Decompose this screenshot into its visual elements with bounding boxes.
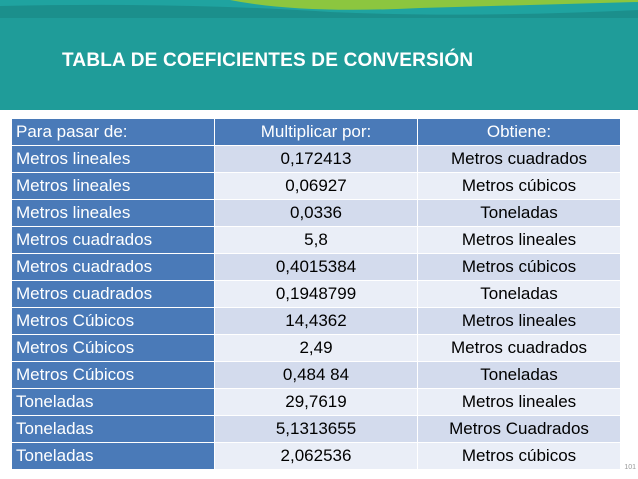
cell-result-unit: Metros cuadrados [417,334,621,362]
cell-multiplier: 0,06927 [214,172,418,200]
cell-result-unit: Toneladas [417,199,621,227]
cell-from-unit: Metros cuadrados [11,280,215,308]
table-row: Toneladas 29,7619 Metros lineales [11,388,621,416]
table-row: Metros Cúbicos 0,484 84 Toneladas [11,361,621,389]
cell-result-unit: Metros lineales [417,307,621,335]
top-decorative-stripe [0,0,638,18]
cell-multiplier: 2,49 [214,334,418,362]
cell-result-unit: Metros cúbicos [417,442,621,470]
cell-result-unit: Metros cúbicos [417,253,621,281]
cell-from-unit: Metros cuadrados [11,226,215,254]
table-row: Toneladas 5,1313655 Metros Cuadrados [11,415,621,443]
cell-from-unit: Metros lineales [11,199,215,227]
cell-result-unit: Metros lineales [417,226,621,254]
cell-multiplier: 14,4362 [214,307,418,335]
table-row: Toneladas 2,062536 Metros cúbicos [11,442,621,470]
cell-result-unit: Metros cúbicos [417,172,621,200]
stripe-wave-graphic [0,0,638,18]
cell-multiplier: 0,4015384 [214,253,418,281]
cell-multiplier: 0,172413 [214,145,418,173]
conversion-table-body: Para pasar de: Multiplicar por: Obtiene:… [11,118,621,470]
table-row: Metros cuadrados 0,4015384 Metros cúbicos [11,253,621,281]
cell-multiplier: 2,062536 [214,442,418,470]
page-number: 101 [624,464,636,471]
cell-result-unit: Metros Cuadrados [417,415,621,443]
table-row: Metros lineales 0,172413 Metros cuadrados [11,145,621,173]
cell-from-unit: Metros cuadrados [11,253,215,281]
table-row: Metros lineales 0,0336 Toneladas [11,199,621,227]
cell-multiplier: 5,8 [214,226,418,254]
cell-from-unit: Metros lineales [11,172,215,200]
table-row: Metros cuadrados 0,1948799 Toneladas [11,280,621,308]
cell-result-unit: Toneladas [417,280,621,308]
cell-from-unit: Toneladas [11,388,215,416]
cell-multiplier: 29,7619 [214,388,418,416]
cell-multiplier: 0,1948799 [214,280,418,308]
cell-from-unit: Toneladas [11,442,215,470]
table-header-row: Para pasar de: Multiplicar por: Obtiene: [11,118,621,146]
cell-from-unit: Metros Cúbicos [11,307,215,335]
cell-result-unit: Metros cuadrados [417,145,621,173]
header-cell-result: Obtiene: [417,118,621,146]
cell-multiplier: 0,484 84 [214,361,418,389]
cell-multiplier: 0,0336 [214,199,418,227]
table-row: Metros Cúbicos 2,49 Metros cuadrados [11,334,621,362]
table-row: Metros Cúbicos 14,4362 Metros lineales [11,307,621,335]
slide-title: TABLA DE COEFICIENTES DE CONVERSIÓN [62,50,474,71]
cell-result-unit: Metros lineales [417,388,621,416]
title-band [0,18,638,110]
conversion-table: Para pasar de: Multiplicar por: Obtiene:… [11,118,621,470]
table-row: Metros cuadrados 5,8 Metros lineales [11,226,621,254]
header-cell-from: Para pasar de: [11,118,215,146]
table-row: Metros lineales 0,06927 Metros cúbicos [11,172,621,200]
cell-from-unit: Metros Cúbicos [11,334,215,362]
cell-from-unit: Metros lineales [11,145,215,173]
cell-from-unit: Metros Cúbicos [11,361,215,389]
cell-result-unit: Toneladas [417,361,621,389]
conversion-table-container: Para pasar de: Multiplicar por: Obtiene:… [11,118,621,470]
cell-multiplier: 5,1313655 [214,415,418,443]
cell-from-unit: Toneladas [11,415,215,443]
header-cell-multiplier: Multiplicar por: [214,118,418,146]
